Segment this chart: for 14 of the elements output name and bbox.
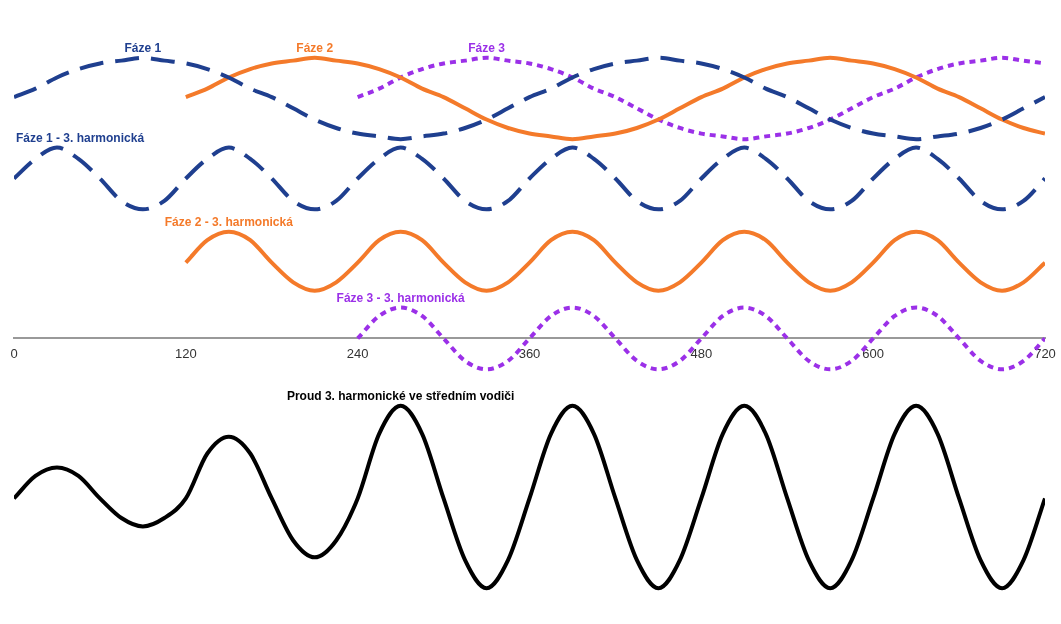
x-tick-label: 240 [346, 345, 369, 361]
series-label: Fáze 2 [296, 41, 334, 56]
x-tick-label: 480 [690, 345, 713, 361]
x-tick-label: 0 [10, 345, 18, 361]
series-label: Fáze 1 - 3. harmonická [16, 130, 145, 145]
x-tick-label: 600 [862, 345, 885, 361]
series-label: Fáze 3 - 3. harmonická [336, 290, 465, 305]
series-label: Proud 3. harmonické ve středním vodiči [286, 389, 515, 404]
series-label: Fáze 2 - 3. harmonická [164, 215, 294, 230]
x-tick-label: 720 [1034, 345, 1056, 361]
x-tick-label: 360 [518, 345, 541, 361]
x-tick-label: 120 [174, 345, 197, 361]
series-label: Fáze 3 [468, 41, 506, 56]
series-label: Fáze 1 [124, 41, 162, 56]
